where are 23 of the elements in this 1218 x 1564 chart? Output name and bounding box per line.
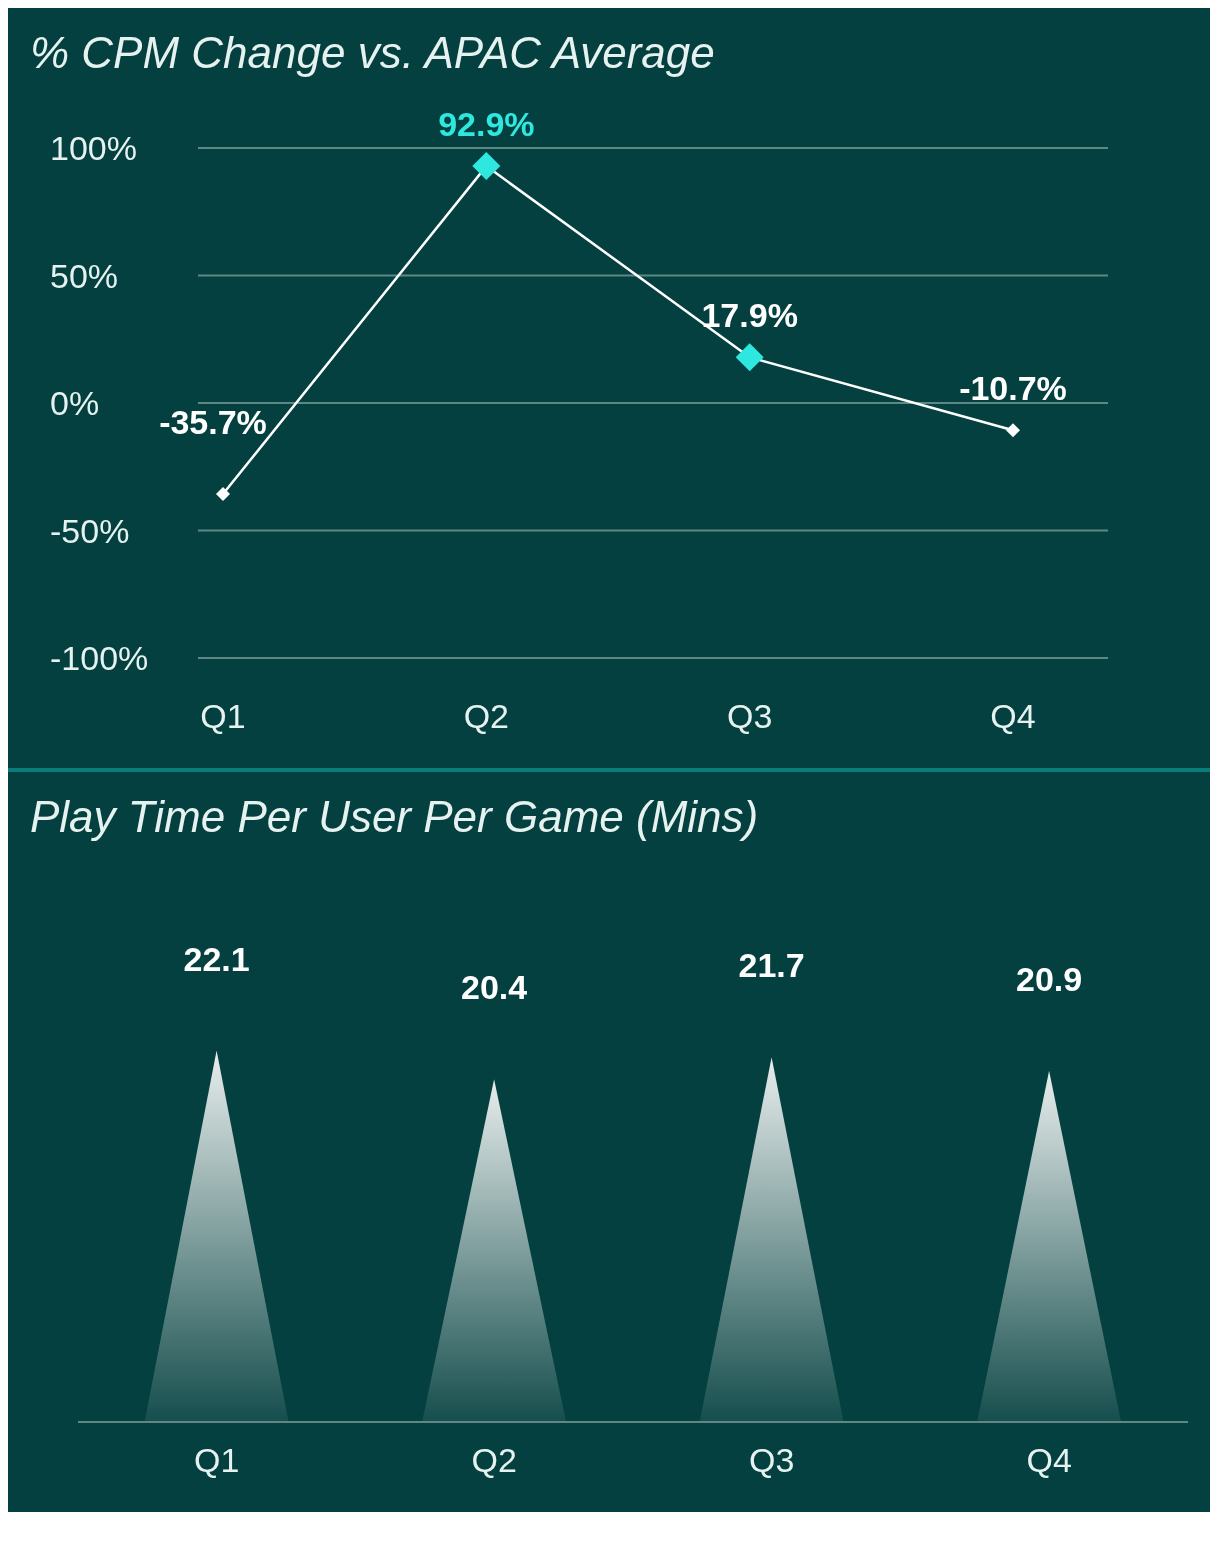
x-tick-label: Q2	[471, 1441, 517, 1480]
data-label: 20.9	[1016, 959, 1083, 998]
data-label: 92.9%	[438, 105, 535, 144]
chart-title: % CPM Change vs. APAC Average	[29, 27, 716, 79]
x-tick-label: Q3	[749, 1441, 795, 1480]
x-tick-label: Q2	[463, 697, 510, 736]
x-tick-label: Q4	[990, 697, 1036, 736]
x-tick-label: Q1	[200, 697, 246, 736]
y-tick-label: -50%	[50, 511, 130, 550]
y-tick-label: 100%	[50, 129, 137, 168]
data-label: -10.7%	[959, 369, 1067, 408]
data-label: 17.9%	[701, 296, 798, 335]
y-tick-label: 0%	[50, 384, 100, 423]
y-tick-label: 50%	[50, 256, 119, 295]
data-label: 21.7	[738, 946, 805, 985]
y-tick-label: -100%	[50, 639, 149, 678]
x-tick-label: Q1	[194, 1441, 240, 1480]
data-label: 20.4	[461, 968, 528, 1007]
data-label: -35.7%	[159, 403, 267, 442]
chart-title: Play Time Per User Per Game (Mins)	[29, 791, 760, 843]
x-tick-label: Q4	[1026, 1441, 1072, 1480]
data-label: 22.1	[183, 939, 250, 978]
x-tick-label: Q3	[726, 697, 773, 736]
